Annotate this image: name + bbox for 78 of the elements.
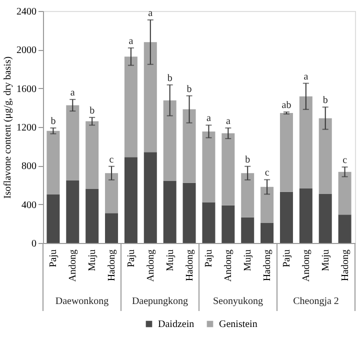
x-tick-label: Paju [281,250,292,268]
text: Cheongja 2 [293,296,339,307]
bar [202,131,216,202]
annotation: c [264,168,270,179]
x-tick-label: Muju [87,250,98,272]
annotation: c [109,154,114,166]
annotation: b [245,154,250,166]
annotation: b [50,116,56,127]
bar [260,222,274,243]
bar [105,173,118,214]
bar [222,205,235,243]
bar [124,157,138,243]
annotation: a [128,36,134,47]
annotation: a [148,8,154,19]
bar [163,100,176,181]
annotation: b [186,84,192,95]
y-tick-label: 2400 [16,6,36,18]
annotation: b [90,105,95,116]
text: Daepungkong [132,296,188,307]
annotation: a [304,71,309,82]
bar [124,56,138,158]
x-tick-label: Hadong [106,250,118,282]
x-tick-label: Muju [164,250,176,272]
annotation: a [206,113,212,124]
bar [86,188,99,243]
bar [318,118,332,194]
bar [144,42,157,152]
x-tick-label: Andong [145,250,156,282]
x-tick-label: Andong [223,250,234,282]
annotation: c [342,155,348,166]
x-tick-label: Hadong [184,250,196,282]
bar [280,112,293,192]
y-tick-label: 2000 [16,45,36,56]
bar [280,192,293,243]
bar [86,121,99,189]
bar [144,152,157,243]
legend-label: Daidzein [158,319,194,330]
bar [241,173,254,218]
annotation: a [70,87,76,98]
bar [46,130,60,194]
bar [202,202,216,243]
bar [105,213,118,243]
legend-label: Genistein [219,319,258,330]
bar [182,109,196,183]
bar [260,186,274,223]
bar [338,214,352,243]
bar [299,96,312,188]
y-tick-label: 0 [32,238,36,250]
x-tick-label: Muju [320,250,332,272]
bar [46,194,60,243]
x-tick-label: Paju [204,250,215,268]
annotation: ab [282,100,292,112]
bar [241,217,254,243]
bar [66,105,80,180]
x-tick-label: Paju [48,250,60,268]
y-axis-title: Isoflavone content (μg/g, dry basis) [2,56,14,199]
x-tick-label: Andong [68,250,79,282]
bar [182,182,196,243]
text: Daewonkong [55,296,109,307]
bar [318,194,332,243]
annotation: b [167,72,172,84]
y-tick-label: 1600 [16,84,36,95]
x-tick-label: Muju [242,250,254,272]
annotation: b [322,95,328,106]
y-tick-label: 1200 [16,122,36,134]
text: Seonyukong [213,296,263,307]
y-tick-label: 800 [22,161,36,172]
bar [338,172,352,215]
x-tick-label: Hadong [340,250,351,282]
bar [222,133,235,206]
annotation: a [226,116,231,127]
x-tick-label: Paju [126,250,137,268]
bar [299,188,312,243]
y-tick-label: 400 [22,200,36,211]
bar [163,180,176,243]
x-tick-label: Hadong [262,250,274,282]
bar [66,180,80,243]
x-tick-label: Andong [300,250,312,282]
